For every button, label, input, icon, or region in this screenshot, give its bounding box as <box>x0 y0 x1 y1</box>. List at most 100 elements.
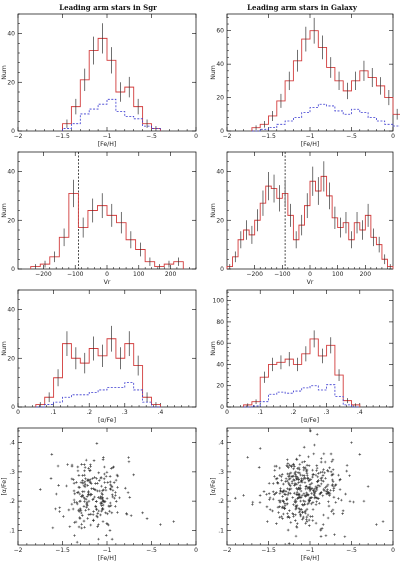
scatter-point <box>307 479 311 482</box>
scatter-point <box>84 458 88 462</box>
scatter-point <box>334 501 338 504</box>
scatter-point <box>315 488 319 492</box>
scatter-point <box>331 458 335 462</box>
y-tick-label: 20 <box>216 95 224 102</box>
scatter-point <box>311 501 315 504</box>
scatter-point <box>334 483 338 486</box>
scatter-point <box>295 482 299 486</box>
scatter-point <box>332 489 335 492</box>
scatter-point <box>56 464 60 468</box>
scatter-point <box>114 478 118 482</box>
scatter-point <box>101 458 105 461</box>
scatter-point <box>288 509 291 512</box>
scatter-point <box>251 500 255 504</box>
scatter-point <box>257 466 261 469</box>
x-axis-label: [Fe/H] <box>98 141 117 148</box>
histogram-series-dashed <box>62 98 161 131</box>
scatter-point <box>295 526 299 529</box>
x-tick-label: −.5 <box>346 133 357 140</box>
x-axis-label: Vr <box>104 279 111 286</box>
scatter-point <box>326 488 329 491</box>
scatter-point <box>330 473 334 477</box>
scatter-point <box>313 494 316 498</box>
scatter-point <box>316 479 320 483</box>
scatter-point <box>75 502 79 506</box>
scatter-point <box>301 503 304 506</box>
scatter-point <box>100 502 104 505</box>
scatter-point <box>101 503 105 507</box>
scatter-point <box>73 521 76 524</box>
y-tick-label: .4 <box>9 440 15 447</box>
scatter-point <box>100 491 104 495</box>
scatter-point <box>294 513 298 517</box>
scatter-point <box>113 496 116 500</box>
scatter-point <box>258 501 262 504</box>
scatter-point <box>281 517 284 520</box>
scatter-point <box>290 481 294 485</box>
scatter-point <box>78 492 82 496</box>
scatter-point <box>281 489 285 493</box>
scatter-point <box>128 496 132 499</box>
scatter-point <box>279 475 283 479</box>
scatter-point <box>91 477 94 480</box>
scatter-point <box>326 469 330 473</box>
scatter-point <box>74 520 78 524</box>
scatter-point <box>312 489 315 492</box>
x-tick-label: .3 <box>122 409 128 416</box>
scatter-point <box>267 498 271 501</box>
scatter-point <box>70 464 74 468</box>
x-tick-label: −2 <box>14 133 23 140</box>
scatter-point <box>331 478 334 482</box>
scatter-point <box>278 505 281 508</box>
scatter-point <box>81 474 85 477</box>
scatter-point <box>310 492 313 495</box>
scatter-point <box>326 483 330 487</box>
histogram-series-dashed <box>243 384 360 408</box>
scatter-point <box>100 509 103 513</box>
scatter-point <box>276 505 280 509</box>
scatter-point <box>298 487 301 491</box>
scatter-point <box>279 499 282 503</box>
scatter-point <box>85 495 89 498</box>
x-tick-label: .2 <box>86 409 92 416</box>
scatter-point <box>279 489 283 493</box>
scatter-point <box>301 511 305 514</box>
scatter-point <box>311 508 315 511</box>
scatter-point <box>108 529 112 532</box>
scatter-point <box>305 518 308 521</box>
scatter-point <box>72 498 76 502</box>
scatter-point <box>57 483 60 487</box>
x-tick-label: −1 <box>306 133 315 140</box>
x-tick-label: 100 <box>133 271 145 278</box>
scatter-point <box>321 479 325 483</box>
scatter-point <box>98 489 102 493</box>
y-tick-label: 0 <box>220 404 224 411</box>
scatter-point <box>305 491 308 495</box>
scatter-point <box>88 478 92 481</box>
scatter-point <box>283 492 286 496</box>
scatter-point <box>304 522 307 525</box>
scatter-point <box>104 488 108 492</box>
scatter-point <box>314 521 318 525</box>
scatter-point <box>89 482 93 485</box>
scatter-point <box>111 488 115 492</box>
scatter-point <box>319 457 323 460</box>
scatter-point <box>303 460 306 463</box>
scatter-point <box>297 511 301 514</box>
scatter-point <box>289 487 293 491</box>
scatter-point <box>108 474 112 478</box>
x-tick-label: 0 <box>391 133 395 140</box>
scatter-point <box>89 469 92 472</box>
scatter-point <box>80 463 83 466</box>
scatter-point <box>81 479 84 482</box>
scatter-point <box>99 513 102 517</box>
scatter-point <box>85 505 88 509</box>
scatter-point <box>302 499 305 503</box>
scatter-point <box>327 504 331 508</box>
y-tick-label: .2 <box>9 498 15 505</box>
x-tick-label: −2 <box>223 547 232 554</box>
scatter-point <box>77 474 81 477</box>
y-axis-label: Num <box>1 203 8 218</box>
scatter-point <box>296 497 299 500</box>
scatter-point <box>96 515 99 519</box>
